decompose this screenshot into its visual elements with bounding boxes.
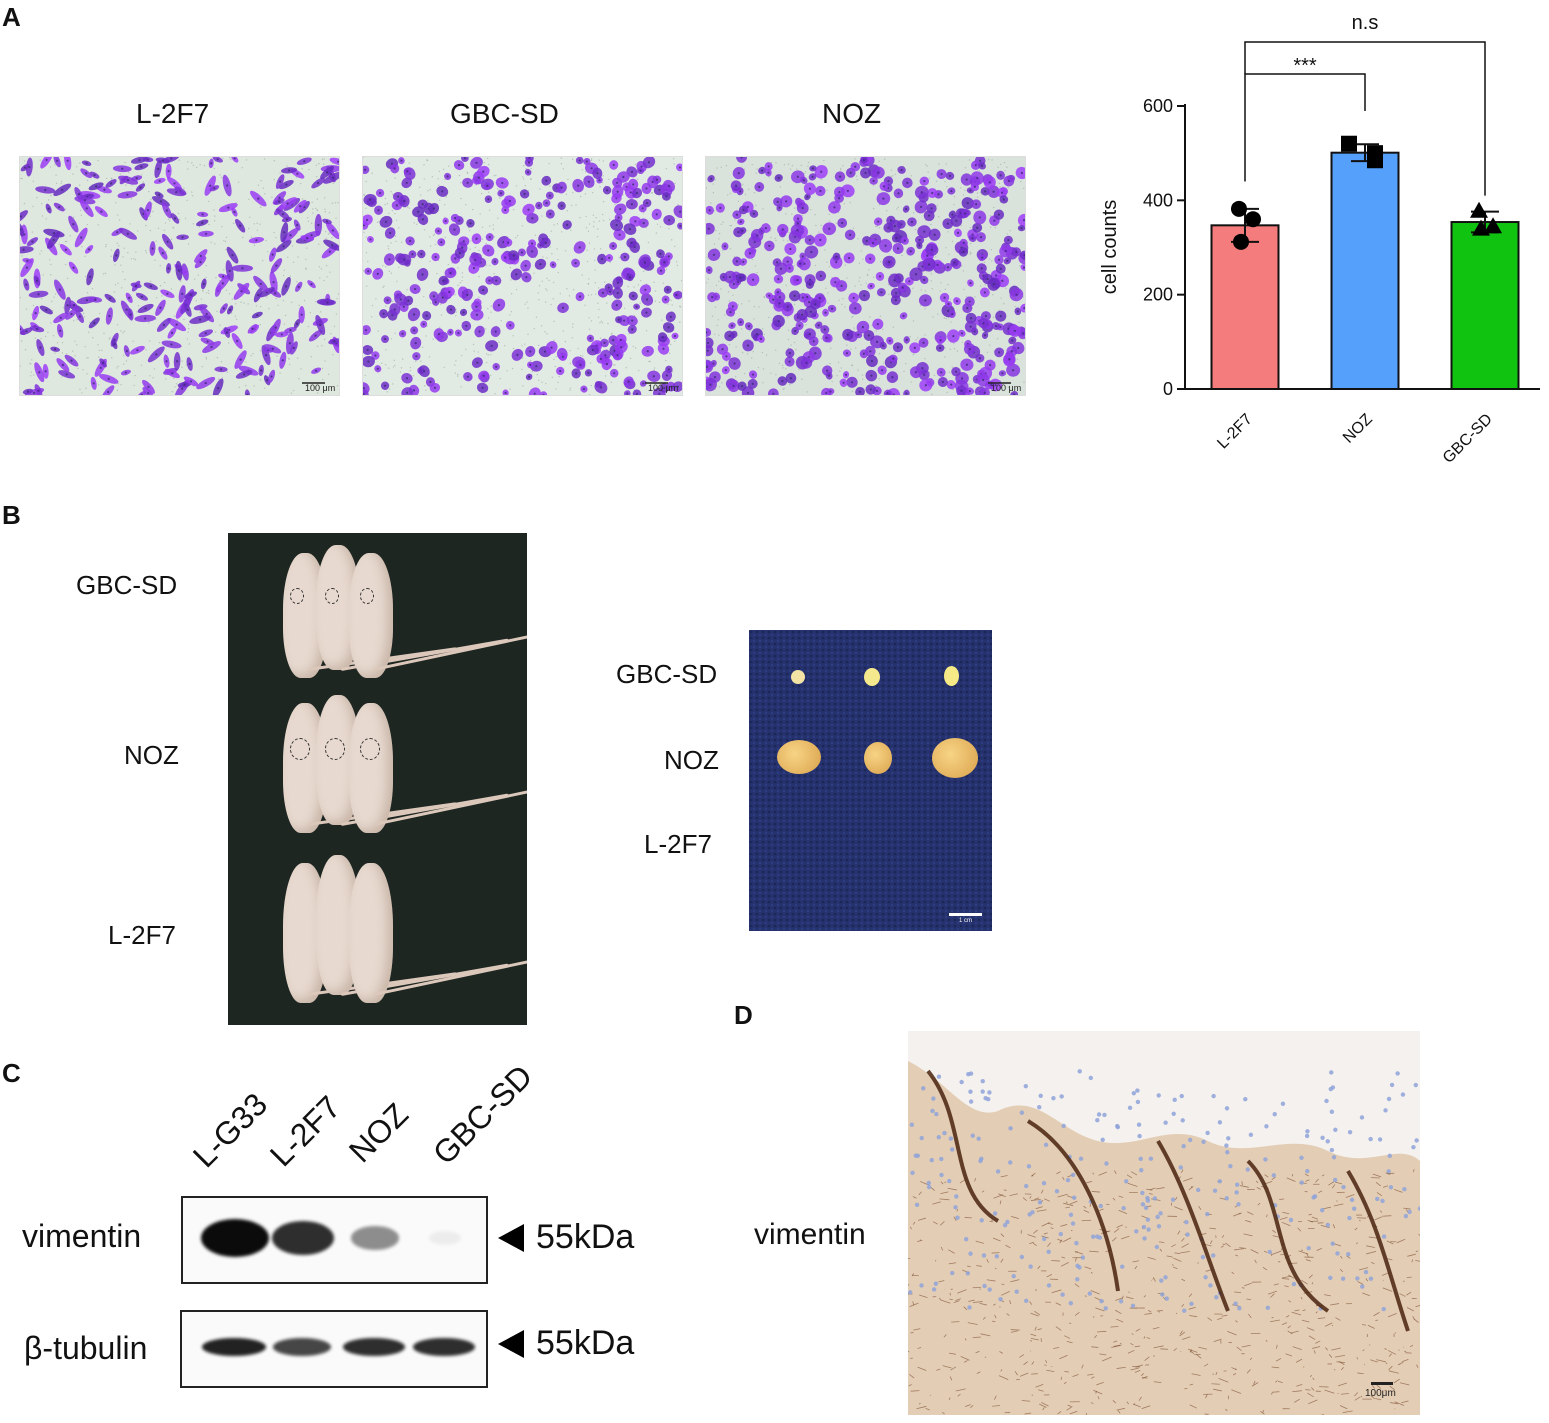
- arrow-left-icon: [498, 1224, 524, 1252]
- tumor-gbcsd-3: [944, 666, 959, 686]
- y-tick-label: 200: [1143, 285, 1173, 305]
- transwell-micrograph-l2f7: 100 μm: [19, 156, 340, 396]
- significance-label: n.s: [1352, 12, 1379, 34]
- mouse: [349, 703, 393, 833]
- svg-text:100 μm: 100 μm: [648, 383, 678, 393]
- tumor-scale-text: 1 cm: [959, 918, 973, 924]
- significance-bracket: [1244, 41, 1486, 196]
- blot-band: [271, 1220, 335, 1256]
- western-blot-vimentin: [181, 1196, 488, 1284]
- blot-band: [342, 1338, 406, 1356]
- panel-letter-d: D: [734, 1000, 753, 1030]
- ihc-canvas: [908, 1031, 1420, 1415]
- lane-label-noz: NOZ: [341, 1096, 416, 1170]
- blot-band: [351, 1226, 399, 1250]
- micrograph-canvas: 100 μm: [706, 157, 1025, 395]
- bar-noz: [1330, 151, 1400, 390]
- micrograph-canvas: 100 μm: [20, 157, 339, 395]
- ihc-scale-text: 100μm: [1365, 1388, 1396, 1399]
- transwell-micrograph-gbcsd: 100 μm: [362, 156, 683, 396]
- micrograph-label-l2f7: L-2F7: [136, 98, 210, 129]
- xenograft-mice-photo: [228, 533, 527, 1025]
- micrograph-canvas: 100 μm: [363, 157, 682, 395]
- mice-label-gbcsd: GBC-SD: [76, 570, 178, 600]
- tumor-gbcsd-1: [791, 670, 805, 684]
- data-point: [1233, 233, 1249, 250]
- excised-tumors-photo: 1 cm: [749, 630, 992, 931]
- tumor-noz-1: [777, 740, 821, 774]
- bar-l-2f7: [1210, 224, 1280, 390]
- data-point: [1367, 145, 1383, 162]
- blot-row-label-tubulin: β-tubulin: [24, 1330, 148, 1366]
- transwell-micrograph-noz: 100 μm: [705, 156, 1026, 396]
- tumor-label-l2f7: L-2F7: [644, 829, 712, 859]
- tumor-scale-bar: [949, 913, 982, 916]
- micrograph-label-noz: NOZ: [822, 98, 882, 129]
- panel-letter-c: C: [2, 1058, 21, 1088]
- tumor-noz-3: [932, 738, 978, 778]
- data-point: [1472, 219, 1490, 236]
- panel-letter-b: B: [2, 500, 21, 530]
- x-tick-label: L-2F7: [1214, 411, 1256, 453]
- significance-bracket: [1244, 73, 1366, 182]
- arrow-left-icon: [498, 1330, 524, 1358]
- blot-band: [201, 1338, 267, 1356]
- blot-band: [201, 1219, 269, 1257]
- data-point: [1470, 201, 1488, 218]
- y-tick-label: 0: [1163, 379, 1173, 399]
- x-tick-label: NOZ: [1340, 411, 1376, 447]
- mice-label-l2f7: L-2F7: [108, 920, 176, 950]
- western-blot-tubulin: [180, 1310, 488, 1388]
- mice-label-noz: NOZ: [124, 740, 179, 770]
- svg-text:100 μm: 100 μm: [991, 383, 1021, 393]
- ihc-vimentin-micrograph: 100μm: [908, 1031, 1420, 1415]
- svg-text:100 μm: 100 μm: [305, 383, 335, 393]
- size-marker-tubulin: 55kDa: [536, 1324, 635, 1362]
- bar-gbc-sd: [1450, 221, 1520, 390]
- cell-count-bar-chart: 0 200 400 600 cell counts L-2F7 NOZ GBC-SD *** n.…: [1099, 12, 1540, 467]
- mouse: [349, 863, 393, 1003]
- tumor-gbcsd-2: [864, 668, 880, 686]
- size-marker-vimentin: 55kDa: [536, 1218, 635, 1256]
- tumor-outline: [325, 738, 345, 760]
- tumor-outline: [290, 738, 310, 760]
- data-point: [1231, 200, 1247, 217]
- tumor-outline: [360, 588, 374, 604]
- tumor-label-noz: NOZ: [664, 745, 719, 775]
- data-point: [1341, 135, 1357, 152]
- mouse: [349, 553, 393, 678]
- data-point: [1484, 217, 1502, 234]
- tumor-outline: [290, 588, 304, 604]
- y-tick-label: 600: [1143, 96, 1173, 116]
- panel-letter-a: A: [2, 2, 21, 32]
- y-tick-label: 400: [1143, 190, 1173, 210]
- x-tick-label: GBC-SD: [1440, 411, 1496, 467]
- tumor-noz-2: [864, 742, 892, 774]
- tumor-outline: [325, 588, 339, 604]
- micrograph-label-gbcsd: GBC-SD: [450, 98, 559, 129]
- blot-band: [429, 1231, 461, 1245]
- blot-row-label-vimentin: vimentin: [22, 1218, 142, 1254]
- significance-label: ***: [1293, 55, 1317, 77]
- lane-label-lg33: L-G33: [185, 1085, 275, 1175]
- data-point: [1245, 211, 1261, 228]
- blot-band: [412, 1338, 476, 1356]
- tumor-outline: [360, 738, 380, 760]
- blot-band: [272, 1338, 332, 1356]
- lane-label-l2f7: L-2F7: [262, 1088, 348, 1174]
- tumor-label-gbcsd: GBC-SD: [616, 659, 718, 689]
- lane-label-gbcsd: GBC-SD: [425, 1057, 540, 1172]
- ihc-label-vimentin: vimentin: [754, 1218, 866, 1251]
- y-axis-title: cell counts: [1099, 200, 1121, 295]
- ihc-scale-bar: [1371, 1382, 1393, 1385]
